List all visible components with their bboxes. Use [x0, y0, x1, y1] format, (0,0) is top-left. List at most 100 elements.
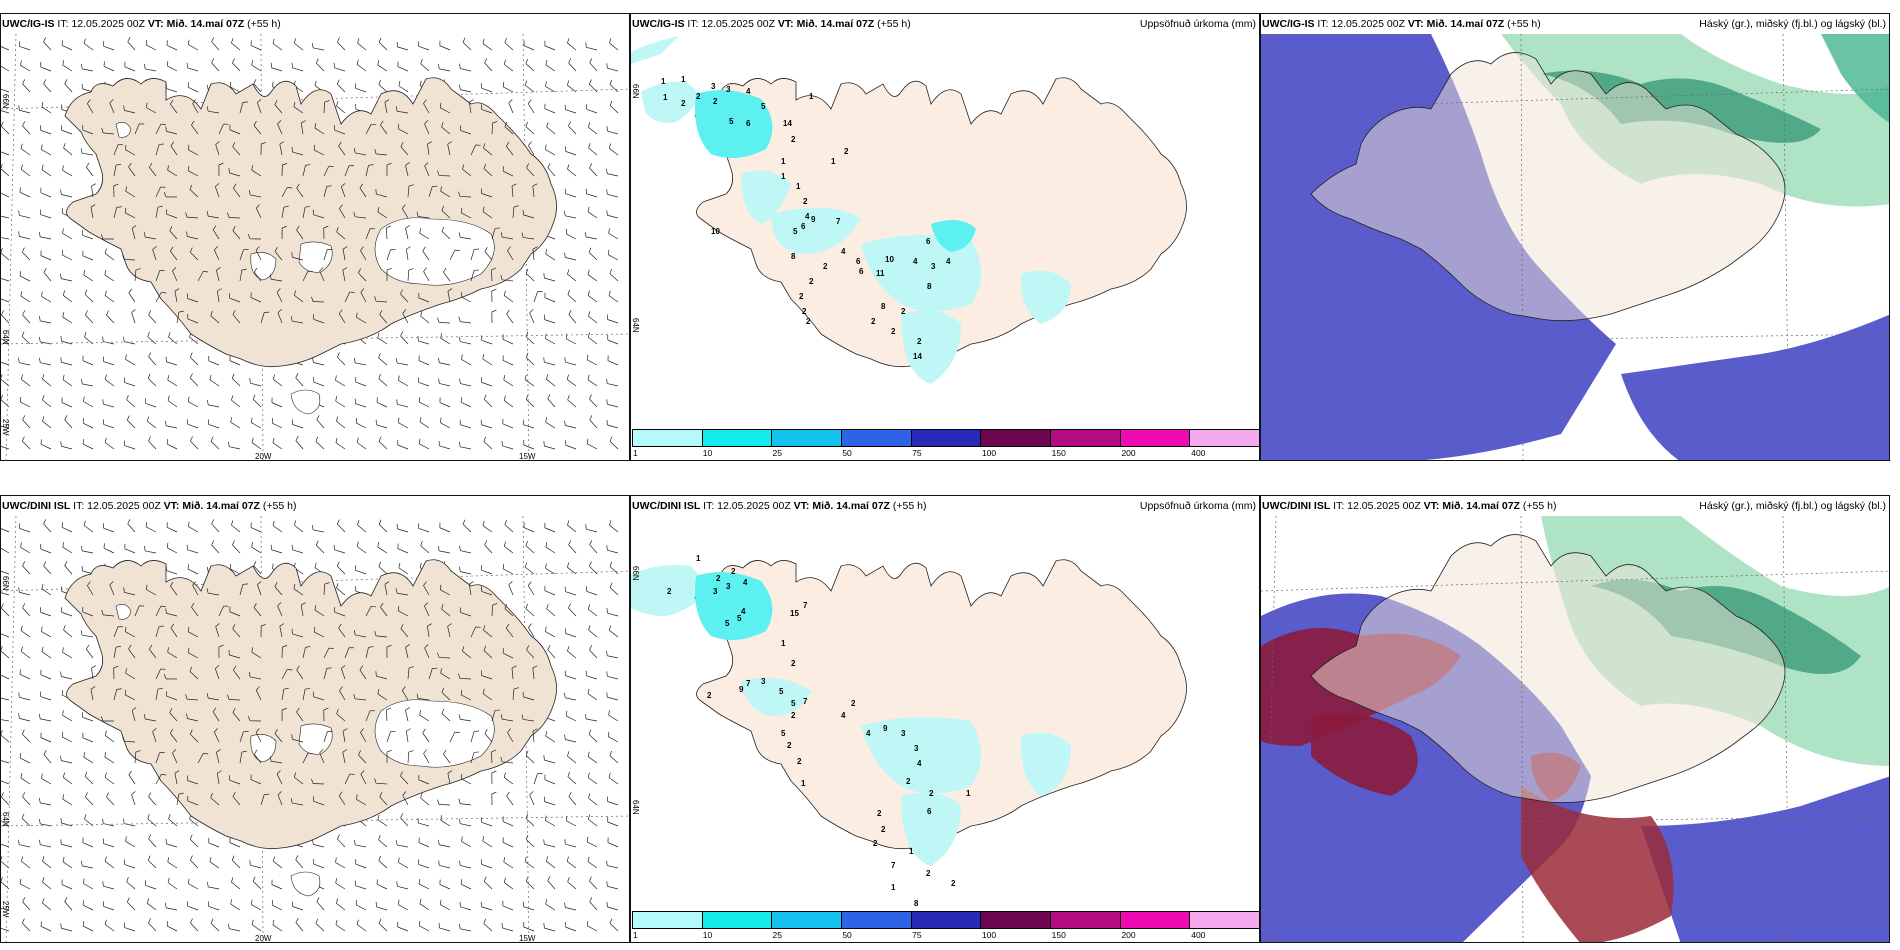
- lon-label-20: 20W: [255, 452, 272, 461]
- wind-barbs: [1, 519, 619, 932]
- precip-value-label: 2: [681, 99, 686, 108]
- lat-label-66: 66N: [1, 576, 10, 591]
- colorbar-tick-label: 150: [1051, 930, 1066, 940]
- lead-time: (+55 h): [1507, 18, 1541, 30]
- precip-value-label: 5: [729, 117, 734, 126]
- colorbar-swatch: [1051, 430, 1121, 446]
- precip-value-label: 6: [801, 222, 806, 231]
- wind-barbs-land: [80, 99, 543, 324]
- colorbar-swatch: [981, 912, 1052, 928]
- precip-value-label: 2: [799, 292, 804, 301]
- colorbar-swatch: [1120, 912, 1191, 928]
- cloud-map-panel-row2: UWC/DINI ISL IT: 12.05.2025 00Z VT: Mið.…: [1260, 495, 1890, 943]
- colorbar-swatch: [1051, 912, 1121, 928]
- colorbar-tick-label: 200: [1121, 448, 1136, 458]
- lead-time: (+55 h): [247, 18, 281, 30]
- precip-area: [695, 90, 773, 158]
- precip-value-label: 2: [803, 197, 808, 206]
- precip-value-label: 4: [841, 711, 846, 720]
- precip-value-label: 1: [796, 182, 801, 191]
- precip-value-label: 2: [926, 869, 931, 878]
- precip-value-label: 4: [746, 87, 751, 96]
- valid-time: VT: Mið. 14.maí 07Z: [1407, 18, 1505, 30]
- precip-value-label: 7: [891, 861, 896, 870]
- precip-value-label: 7: [746, 679, 751, 688]
- precip-value-label: 5: [761, 102, 766, 111]
- precip-value-label: 1: [781, 172, 786, 181]
- colorbar-swatch: [702, 430, 773, 446]
- colorbar-tick-label: 50: [842, 930, 852, 940]
- precip-value-label: 8: [881, 302, 886, 311]
- precip-value-label: 2: [696, 92, 701, 101]
- colorbar-tick-label: 200: [1121, 930, 1136, 940]
- lon-label-15: 15W: [519, 452, 536, 461]
- precip-value-label: 5: [725, 619, 730, 628]
- init-time: IT: 12.05.2025 00Z: [73, 500, 161, 512]
- precip-value-label: 4: [741, 607, 746, 616]
- precip-value-label: 7: [803, 601, 808, 610]
- lat-label-64: 64N: [1, 330, 10, 345]
- wind-barbs: [1, 37, 619, 450]
- precip-value-label: 2: [873, 839, 878, 848]
- precip-value-label: 2: [851, 699, 856, 708]
- lat-label-66: 66N: [1, 94, 10, 109]
- wind-map-panel-row2: UWC/DINI ISL IT: 12.05.2025 00Z VT: Mið.…: [0, 495, 630, 943]
- lat-label-64: 64N: [1, 812, 10, 827]
- precip-area: [1020, 270, 1071, 324]
- colorbar-swatch: [1120, 430, 1191, 446]
- precip-value-label: 4: [805, 212, 810, 221]
- lon-label-15: 15W: [519, 934, 536, 943]
- precip-value-label: 1: [966, 789, 971, 798]
- precip-area: [695, 572, 773, 640]
- graticule: [1261, 33, 1889, 460]
- precip-value-label: 14: [913, 352, 922, 361]
- lat-label-66: 66N: [631, 566, 640, 581]
- panel-header: UWC/DINI ISL IT: 12.05.2025 00Z VT: Mið.…: [2, 500, 296, 512]
- precip-value-label: 8: [914, 899, 919, 908]
- cloud-map: [1261, 33, 1889, 460]
- precip-value-label: 2: [891, 327, 896, 336]
- precip-value-label: 2: [917, 337, 922, 346]
- colorbar-tick-label: 400: [1191, 448, 1206, 458]
- precip-value-label: 8: [791, 252, 796, 261]
- init-time: IT: 12.05.2025 00Z: [1317, 18, 1405, 30]
- precip-value-label: 7: [836, 217, 841, 226]
- wind-map: [1, 33, 629, 460]
- cloud-map-panel-row1: UWC/IG-IS IT: 12.05.2025 00Z VT: Mið. 14…: [1260, 13, 1890, 461]
- precip-value-label: 1: [696, 554, 701, 563]
- model-name: UWC/DINI ISL: [1262, 500, 1331, 512]
- precip-value-label: 2: [823, 262, 828, 271]
- precip-value-label: 3: [726, 85, 731, 94]
- wind-map-panel-row1: UWC/IG-IS IT: 12.05.2025 00Z VT: Mið. 14…: [0, 13, 630, 461]
- lead-time: (+55 h): [892, 500, 927, 512]
- precip-value-label: 5: [793, 227, 798, 236]
- init-time: IT: 12.05.2025 00Z: [57, 18, 145, 30]
- precip-value-label: 5: [737, 614, 742, 623]
- precip-value-label: 4: [866, 729, 871, 738]
- lead-time: (+55 h): [1522, 500, 1557, 512]
- wind-map: [1, 515, 629, 942]
- precip-value-label: 1: [809, 92, 814, 101]
- panel-header: UWC/DINI ISL IT: 12.05.2025 00Z VT: Mið.…: [1262, 500, 1556, 512]
- model-name: UWC/IG-IS: [632, 18, 685, 30]
- model-name: UWC/DINI ISL: [632, 500, 701, 512]
- precip-value-label: 1: [681, 75, 686, 84]
- precip-value-label: 3: [914, 744, 919, 753]
- colorbar-swatch: [911, 430, 982, 446]
- precip-value-label: 5: [779, 687, 784, 696]
- precip-value-label: 2: [877, 809, 882, 818]
- precip-value-label: 10: [885, 255, 894, 264]
- colorbar-tick-label: 1: [633, 930, 638, 940]
- precip-area: [901, 310, 961, 384]
- precip-value-label: 2: [802, 307, 807, 316]
- precip-area: [861, 717, 981, 794]
- precip-value-label: 1: [891, 883, 896, 892]
- precip-value-label: 2: [871, 317, 876, 326]
- precip-value-label: 1: [781, 639, 786, 648]
- precip-title: Uppsöfnuð úrkoma (mm): [1139, 500, 1256, 512]
- valid-time: VT: Mið. 14.maí 07Z: [1423, 500, 1520, 512]
- colorbar-swatch: [1190, 430, 1259, 446]
- precip-value-label: 2: [844, 147, 849, 156]
- precip-value-label: 14: [783, 119, 792, 128]
- precip-value-label: 5: [781, 729, 786, 738]
